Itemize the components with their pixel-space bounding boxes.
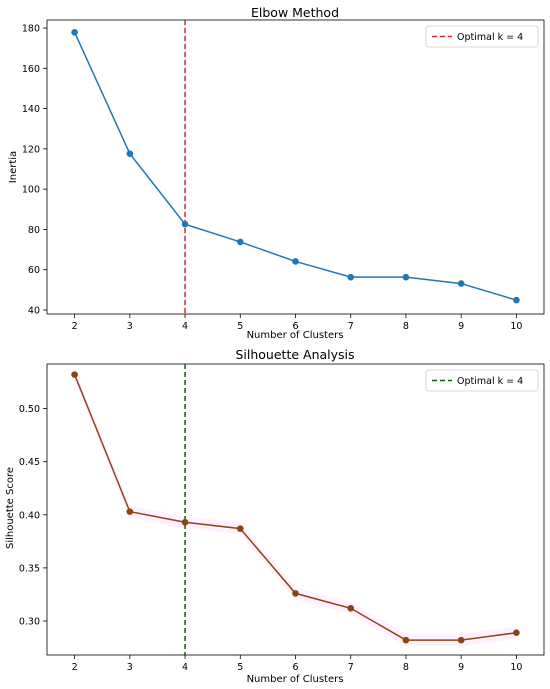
data-point [457,636,465,644]
elbow-chart: Elbow Method Number of Clusters Inertia … [8,5,545,341]
x-axis-label: Number of Clusters [247,330,344,341]
y-tick-label: 40 [28,305,40,316]
x-tick-label: 9 [458,321,464,332]
legend: Optimal k = 4 [425,25,539,48]
data-point [513,296,520,304]
x-tick-label: 3 [127,321,133,332]
x-axis-label: Number of Clusters [247,674,344,685]
data-point [71,28,78,36]
y-tick-label: 100 [22,185,40,196]
data-point [292,590,299,597]
y-tick-label: 140 [22,104,40,115]
y-tick-label: 0.35 [19,563,40,574]
series-line [73,374,517,641]
x-tick-label: 6 [292,662,298,673]
data-point [347,273,355,281]
legend: Optimal k = 4 [425,369,539,392]
data-point [126,508,134,515]
data-point [402,273,410,281]
y-tick-label: 0.40 [19,510,40,521]
y-tick-label: 0.45 [19,457,40,468]
legend-box [425,25,539,48]
data-point [236,525,244,532]
chart-title: Elbow Method [251,5,339,20]
data-point [513,629,520,636]
data-point [292,258,299,265]
legend-label: Optimal k = 4 [457,32,523,43]
legend-label: Optimal k = 4 [457,376,523,387]
y-tick-label: 160 [22,64,40,75]
y-tick-label: 180 [22,24,40,35]
plot-frame [46,19,545,315]
plot-frame [46,363,545,656]
x-tick-label: 5 [237,321,243,332]
y-tick-label: 60 [28,265,40,276]
data-point [457,280,465,287]
y-tick-label: 120 [22,144,40,155]
x-tick-label: 5 [237,662,243,673]
x-tick-label: 3 [127,662,133,673]
x-tick-label: 7 [348,321,354,332]
x-tick-label: 9 [458,662,464,673]
data-point [181,518,189,526]
y-axis-label: Inertia [8,151,19,183]
x-tick-label: 10 [510,662,522,673]
chart-title: Silhouette Analysis [235,347,354,362]
x-tick-label: 4 [182,321,188,332]
x-tick-label: 10 [510,321,522,332]
x-tick-label: 8 [403,662,409,673]
data-point [236,238,244,246]
data-point [402,636,410,644]
data-point [181,220,189,228]
silhouette-chart: Silhouette Analysis Number of Clusters S… [5,347,545,685]
data-point [71,371,78,378]
x-tick-label: 8 [403,321,409,332]
legend-box [425,369,539,392]
y-tick-label: 0.30 [19,617,40,628]
y-tick-label: 0.50 [19,404,40,415]
data-point [126,150,134,158]
x-tick-label: 2 [72,321,78,332]
y-tick-label: 80 [28,225,40,236]
data-point [347,604,355,612]
x-tick-label: 6 [292,321,298,332]
x-tick-label: 7 [348,662,354,673]
x-tick-label: 4 [182,662,188,673]
x-tick-label: 2 [72,662,78,673]
y-axis-label: Silhouette Score [5,467,16,549]
